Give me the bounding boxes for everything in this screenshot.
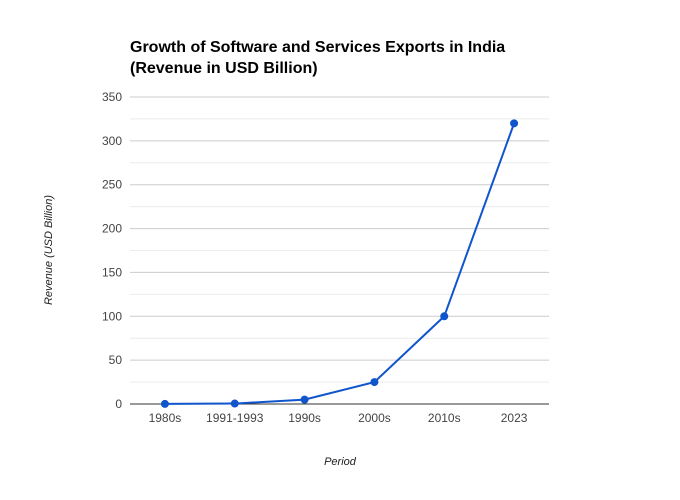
data-point: [230, 399, 239, 408]
chart-title: Growth of Software and Services Exports …: [130, 37, 505, 79]
y-axis-label: Revenue (USD Billion): [43, 195, 55, 305]
x-tick-label: 1980s: [149, 411, 182, 425]
y-tick-label: 0: [115, 397, 122, 411]
y-tick-label: 150: [102, 265, 122, 279]
x-tick-label: 2023: [501, 411, 528, 425]
data-point: [510, 119, 519, 128]
data-point: [370, 378, 379, 387]
x-tick-label: 1990s: [288, 411, 321, 425]
data-point: [160, 399, 169, 408]
x-axis-label: Period: [324, 456, 357, 468]
y-tick-label: 300: [102, 134, 122, 148]
chart-title-line1: Growth of Software and Services Exports …: [130, 39, 506, 56]
y-tick-label: 50: [109, 353, 123, 367]
x-tick-label: 1991-1993: [206, 411, 264, 425]
data-point: [300, 395, 309, 404]
series-line: [164, 122, 516, 405]
y-tick-label: 350: [102, 90, 122, 104]
y-tick-label: 250: [102, 178, 122, 192]
x-tick-label: 2010s: [428, 411, 461, 425]
y-tick-label: 100: [102, 309, 122, 323]
data-point: [440, 312, 449, 321]
chart-title-line2: (Revenue in USD Billion): [130, 60, 318, 77]
y-tick-label: 200: [102, 222, 122, 236]
x-tick-label: 2000s: [358, 411, 391, 425]
